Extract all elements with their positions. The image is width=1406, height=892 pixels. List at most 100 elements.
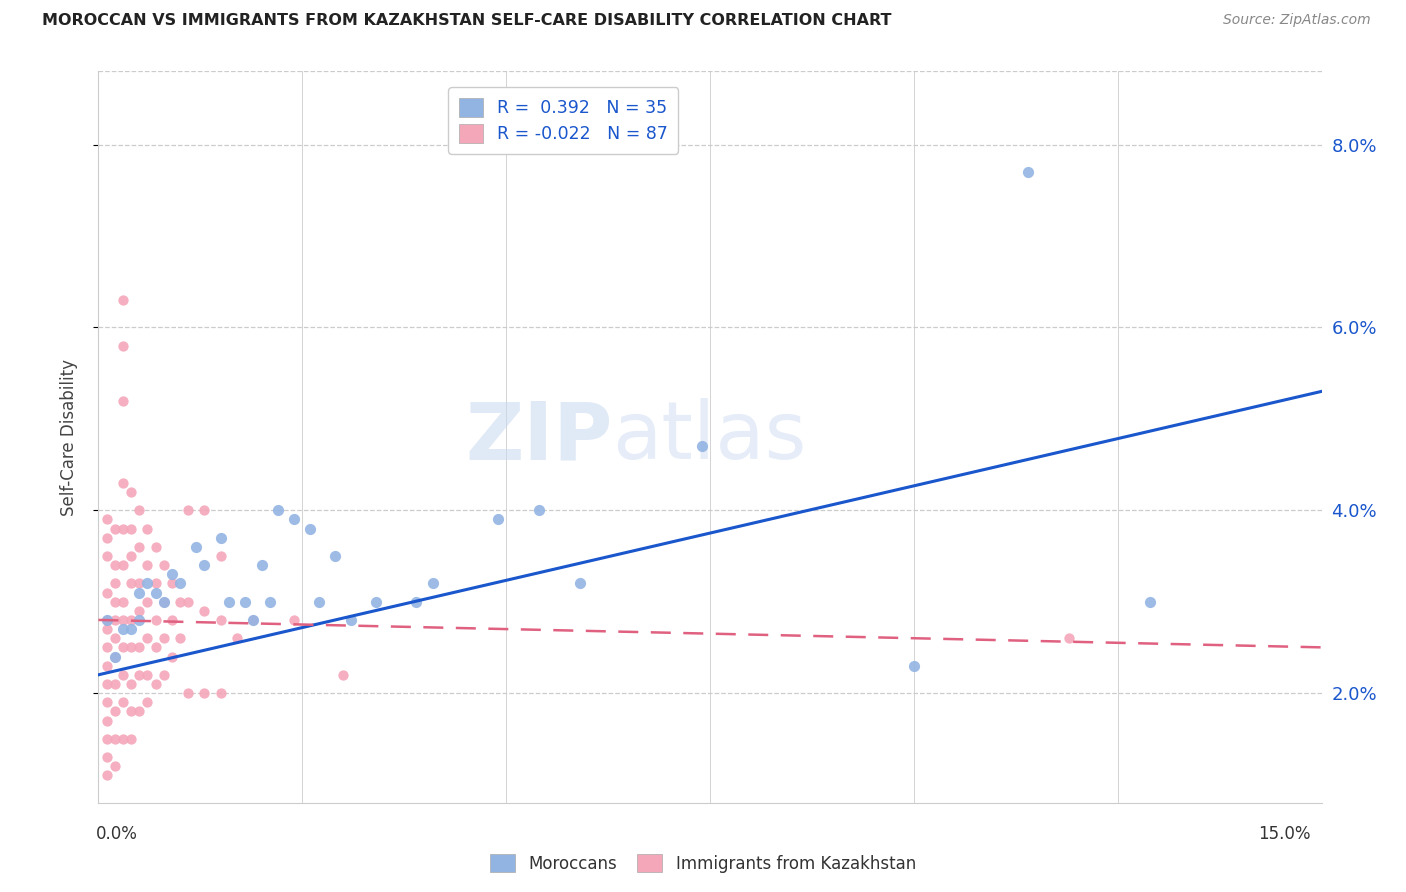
- Point: [111, 393, 134, 408]
- Point: [1057, 632, 1080, 646]
- Point: [104, 731, 127, 746]
- Point: [160, 576, 183, 591]
- Point: [145, 585, 167, 599]
- Point: [120, 485, 142, 500]
- Text: Source: ZipAtlas.com: Source: ZipAtlas.com: [1223, 13, 1371, 28]
- Point: [111, 613, 134, 627]
- Point: [96, 658, 118, 673]
- Point: [136, 667, 159, 681]
- Point: [136, 558, 159, 573]
- Point: [120, 622, 142, 636]
- Point: [136, 576, 159, 591]
- Point: [527, 503, 550, 517]
- Point: [145, 613, 167, 627]
- Point: [96, 613, 118, 627]
- Point: [111, 521, 134, 535]
- Point: [96, 585, 118, 599]
- Text: atlas: atlas: [612, 398, 807, 476]
- Point: [96, 731, 118, 746]
- Text: ZIP: ZIP: [465, 398, 612, 476]
- Point: [340, 613, 363, 627]
- Point: [193, 604, 215, 618]
- Point: [152, 595, 174, 609]
- Point: [283, 613, 305, 627]
- Point: [111, 667, 134, 681]
- Point: [96, 512, 118, 526]
- Point: [104, 705, 127, 719]
- Point: [128, 604, 150, 618]
- Point: [128, 613, 150, 627]
- Point: [152, 558, 174, 573]
- Point: [299, 521, 322, 535]
- Point: [145, 677, 167, 691]
- Point: [152, 632, 174, 646]
- Point: [104, 521, 127, 535]
- Point: [193, 558, 215, 573]
- Point: [136, 632, 159, 646]
- Point: [250, 558, 273, 573]
- Point: [169, 632, 191, 646]
- Point: [145, 640, 167, 655]
- Point: [242, 613, 264, 627]
- Point: [128, 576, 150, 591]
- Point: [111, 475, 134, 490]
- Point: [120, 640, 142, 655]
- Point: [486, 512, 509, 526]
- Point: [145, 576, 167, 591]
- Point: [422, 576, 444, 591]
- Point: [120, 731, 142, 746]
- Point: [96, 640, 118, 655]
- Point: [128, 640, 150, 655]
- Point: [104, 677, 127, 691]
- Point: [120, 576, 142, 591]
- Point: [96, 549, 118, 563]
- Y-axis label: Self-Care Disability: Self-Care Disability: [59, 359, 77, 516]
- Point: [104, 558, 127, 573]
- Point: [104, 576, 127, 591]
- Point: [96, 531, 118, 545]
- Point: [111, 338, 134, 352]
- Point: [120, 549, 142, 563]
- Text: 15.0%: 15.0%: [1258, 825, 1310, 843]
- Point: [96, 677, 118, 691]
- Point: [96, 714, 118, 728]
- Point: [283, 512, 305, 526]
- Legend: Moroccans, Immigrants from Kazakhstan: Moroccans, Immigrants from Kazakhstan: [484, 847, 922, 880]
- Point: [111, 622, 134, 636]
- Point: [233, 595, 256, 609]
- Point: [96, 768, 118, 782]
- Point: [128, 705, 150, 719]
- Point: [332, 667, 354, 681]
- Point: [193, 686, 215, 700]
- Point: [104, 649, 127, 664]
- Point: [96, 613, 118, 627]
- Point: [160, 613, 183, 627]
- Point: [96, 622, 118, 636]
- Point: [128, 585, 150, 599]
- Point: [169, 595, 191, 609]
- Point: [568, 576, 591, 591]
- Point: [152, 595, 174, 609]
- Point: [364, 595, 387, 609]
- Point: [104, 613, 127, 627]
- Point: [177, 503, 200, 517]
- Point: [226, 632, 249, 646]
- Point: [267, 503, 290, 517]
- Point: [152, 667, 174, 681]
- Point: [120, 677, 142, 691]
- Point: [259, 595, 281, 609]
- Point: [136, 521, 159, 535]
- Point: [193, 503, 215, 517]
- Point: [128, 540, 150, 554]
- Point: [160, 567, 183, 582]
- Point: [209, 686, 232, 700]
- Point: [903, 658, 925, 673]
- Point: [120, 705, 142, 719]
- Point: [136, 695, 159, 709]
- Point: [96, 695, 118, 709]
- Point: [120, 521, 142, 535]
- Point: [120, 613, 142, 627]
- Point: [145, 540, 167, 554]
- Point: [209, 531, 232, 545]
- Point: [111, 558, 134, 573]
